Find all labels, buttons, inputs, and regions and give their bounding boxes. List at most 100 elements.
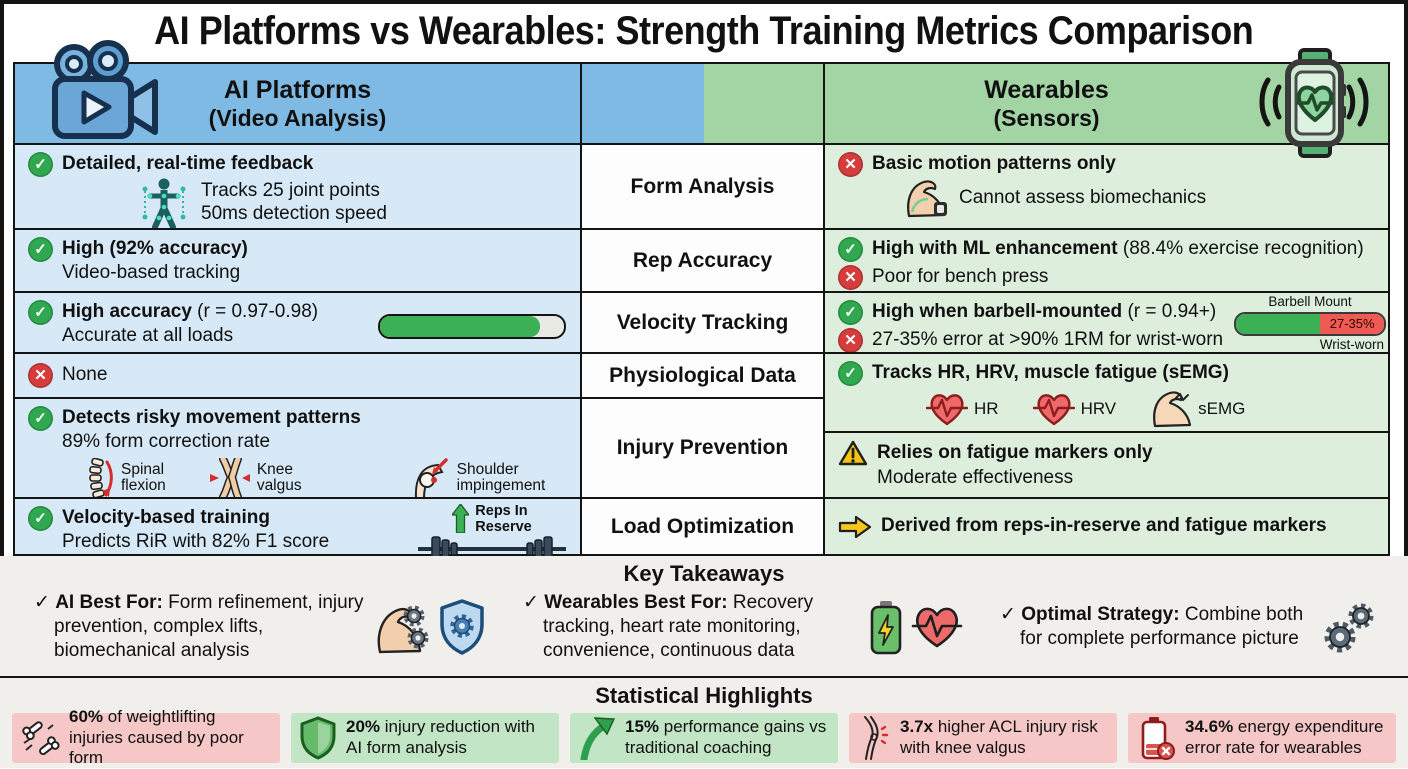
wearables-rep-cell: ✓ High with ML enhancement (88.4% exerci… xyxy=(825,228,1388,291)
accuracy-progress-fill xyxy=(380,316,541,337)
knee-valgus-icon xyxy=(209,457,250,498)
tag-label: flexion xyxy=(121,476,166,494)
shield-icon xyxy=(299,716,337,760)
broken-bone-icon xyxy=(20,717,60,759)
ai-injury-detail: 89% form correction rate xyxy=(62,431,271,452)
ai-velocity-cell: ✓ High accuracy (r = 0.97-0.98) Accurate… xyxy=(15,291,580,352)
spinal-flexion-tag: Spinal flexion xyxy=(88,457,166,498)
shoulder-impingement-tag: Shoulder impingement xyxy=(412,458,546,498)
checkmark: ✓ xyxy=(34,592,50,613)
tag-label: HRV xyxy=(1080,398,1117,418)
wearables-rep-pro-suffix: (88.4% exercise recognition) xyxy=(1117,238,1364,260)
checkmark: ✓ xyxy=(523,592,539,613)
knee-injury-icon xyxy=(857,716,891,760)
tag-label: Knee xyxy=(256,460,294,478)
stat-injuries-poor-form: 60% of weightlifting injuries caused by … xyxy=(12,707,280,767)
statistical-highlights-section: Statistical Highlights xyxy=(0,678,1408,768)
wearables-header-line2: (Sensors) xyxy=(993,104,1100,131)
ai-form-detail1: Tracks 25 joint points xyxy=(201,180,380,202)
wearables-velocity-con: 27-35% error at >90% 1RM for wrist-worn xyxy=(872,329,1224,351)
ai-load-title: Velocity-based training xyxy=(62,507,270,529)
battery-error-icon xyxy=(1136,716,1176,760)
wearables-column: Wearables (Sensors) ✕ Basic motion patte… xyxy=(825,64,1388,554)
battery-charge-icon xyxy=(869,599,903,655)
heart-pulse-icon xyxy=(911,604,963,650)
takeaway-wearables-best: ✓ Wearables Best For: Recovery tracking,… xyxy=(523,591,963,662)
wearables-velocity-cell: ✓ High when barbell-mounted (r = 0.94+) … xyxy=(825,291,1388,354)
body-pose-icon xyxy=(136,177,192,229)
cross-icon: ✕ xyxy=(838,152,863,177)
semg-tag: sEMG xyxy=(1150,390,1245,428)
tag-label: sEMG xyxy=(1198,398,1246,418)
ai-form-cell: ✓ Detailed, real-time feedback xyxy=(15,143,580,229)
accuracy-progress-bar xyxy=(378,314,566,339)
wearables-form-cell: ✕ Basic motion patterns only Cannot asse… xyxy=(825,143,1388,228)
warning-icon xyxy=(838,440,868,467)
spine-icon xyxy=(88,457,114,498)
tag-label: Shoulder xyxy=(456,460,519,478)
key-takeaways-section: Key Takeaways ✓ AI Best For: Form refine… xyxy=(0,556,1408,678)
metric-rep-accuracy: Rep Accuracy xyxy=(582,228,823,291)
takeaway-lead: AI Best For: xyxy=(55,592,163,613)
ai-form-detail2: 50ms detection speed xyxy=(201,203,387,224)
bicep-gears-icon xyxy=(374,600,430,654)
stat-lead: 3.7x xyxy=(900,717,934,737)
rir-label1: Reps In xyxy=(475,503,528,519)
takeaway-ai-best: ✓ AI Best For: Form refinement, injury p… xyxy=(34,591,486,662)
ai-form-details: Tracks 25 joint points 50ms detection sp… xyxy=(201,180,387,226)
yellow-arrow-icon xyxy=(838,515,872,539)
stat-lead: 34.6% xyxy=(1185,717,1234,737)
stat-text: injury reduction with AI form analysis xyxy=(346,717,535,757)
stat-text: performance gains vs traditional coachin… xyxy=(625,717,827,757)
wearables-injury-title: Relies on fatigue markers only xyxy=(877,442,1153,464)
cross-icon: ✕ xyxy=(838,265,863,290)
check-icon: ✓ xyxy=(838,237,863,262)
wearables-load-cell: Derived from reps-in-reserve and fatigue… xyxy=(825,497,1388,554)
checkmark: ✓ xyxy=(1000,603,1016,625)
wrist-worn-segment: 27-35% xyxy=(1320,313,1384,334)
title-bar: AI Platforms vs Wearables: Strength Trai… xyxy=(0,0,1408,62)
ai-velocity-suffix: (r = 0.97-0.98) xyxy=(191,301,319,323)
wearables-form-title: Basic motion patterns only xyxy=(872,153,1116,175)
metric-form-analysis: Form Analysis xyxy=(582,143,823,228)
wearables-physio-title: Tracks HR, HRV, muscle fatigue (sEMG) xyxy=(872,362,1229,384)
check-icon: ✓ xyxy=(28,152,53,177)
ai-injury-cell: ✓ Detects risky movement patterns 89% fo… xyxy=(15,397,580,498)
wrist-worn-label: Wrist-worn xyxy=(1319,336,1384,352)
check-icon: ✓ xyxy=(28,300,53,325)
ai-rep-detail: Video-based tracking xyxy=(62,262,241,283)
rir-label2: Reserve xyxy=(475,518,532,535)
barbell-mount-segment xyxy=(1236,313,1321,334)
wearables-velocity-pro-suffix: (r = 0.94+) xyxy=(1122,301,1217,323)
metrics-header xyxy=(582,64,823,143)
mount-error-bar: 27-35% xyxy=(1234,311,1386,336)
barbell-mount-label: Barbell Mount xyxy=(1268,294,1352,309)
takeaway-optimal-strategy: ✓ Optimal Strategy: Combine both for com… xyxy=(1000,591,1378,662)
wearables-rep-con: Poor for bench press xyxy=(872,266,1049,288)
check-icon: ✓ xyxy=(28,506,53,531)
mount-comparison-chart: Barbell Mount 27-35% Wrist-worn xyxy=(1234,294,1386,354)
ai-physio-title: None xyxy=(62,364,108,386)
ai-rep-title: High (92% accuracy) xyxy=(62,238,248,260)
check-icon: ✓ xyxy=(28,406,53,431)
video-camera-icon xyxy=(42,40,160,142)
ai-form-title: Detailed, real-time feedback xyxy=(62,153,314,175)
wearables-load-title: Derived from reps-in-reserve and fatigue… xyxy=(881,515,1327,537)
ai-header-line1: AI Platforms xyxy=(223,75,372,104)
takeaway-lead: Wearables Best For: xyxy=(544,592,728,613)
stat-lead: 60% xyxy=(69,706,104,726)
ai-velocity-detail: Accurate at all loads xyxy=(62,325,234,346)
growth-arrow-icon xyxy=(578,716,616,760)
tag-label: impingement xyxy=(456,476,546,494)
stat-acl-risk: 3.7x higher ACL injury risk with knee va… xyxy=(849,713,1117,763)
wearables-injury-cell: Relies on fatigue markers only Moderate … xyxy=(825,431,1388,497)
ai-velocity-title: High accuracy xyxy=(62,301,192,323)
bicep-icon xyxy=(1150,390,1192,428)
shield-gear-icon xyxy=(438,598,486,655)
ai-header-line2: (Video Analysis) xyxy=(208,104,387,131)
check-icon: ✓ xyxy=(838,361,863,386)
takeaway-text: Recovery tracking, heart rate monitoring… xyxy=(543,592,814,661)
tag-label: HR xyxy=(974,398,999,418)
ai-injury-title: Detects risky movement patterns xyxy=(62,407,361,429)
barbell-icon xyxy=(418,536,566,562)
